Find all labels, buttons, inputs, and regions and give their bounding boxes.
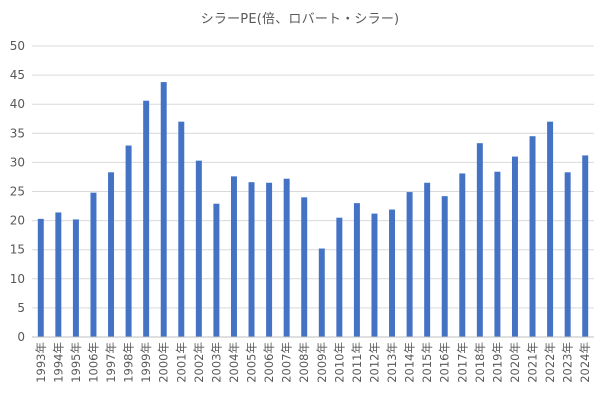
- y-tick-label: 35: [10, 126, 25, 140]
- bar: [529, 136, 536, 337]
- bar: [55, 212, 62, 337]
- x-tick-label: 1997年: [104, 342, 118, 383]
- x-tick-label: 1998年: [122, 342, 136, 383]
- bar: [371, 213, 378, 337]
- y-tick-label: 0: [17, 330, 25, 344]
- bar: [582, 155, 589, 337]
- bar: [195, 160, 202, 337]
- bar: [406, 192, 413, 337]
- x-tick-label: 2013年: [385, 342, 399, 383]
- x-tick-label: 2001年: [174, 342, 188, 383]
- bar: [389, 209, 396, 337]
- bar: [564, 172, 571, 337]
- bar: [108, 172, 115, 337]
- x-tick-label: 2002年: [192, 342, 206, 383]
- x-tick-label: 2012年: [367, 342, 381, 383]
- bar: [494, 171, 501, 337]
- y-tick-label: 15: [10, 243, 25, 257]
- bar: [511, 156, 518, 337]
- x-tick-label: 2015年: [420, 342, 434, 383]
- bar: [301, 197, 308, 337]
- x-tick-label: 2004年: [227, 342, 241, 383]
- y-tick-label: 45: [10, 68, 25, 82]
- bar: [178, 121, 185, 337]
- bar: [283, 178, 290, 337]
- x-tick-label: 2016年: [438, 342, 452, 383]
- x-tick-label: 2006年: [262, 342, 276, 383]
- y-tick-label: 25: [10, 185, 25, 199]
- bar: [547, 121, 554, 337]
- x-tick-label: 2005年: [245, 342, 259, 383]
- x-tick-label: 2021年: [526, 342, 540, 383]
- bar: [441, 196, 448, 337]
- bar: [424, 182, 431, 337]
- x-tick-label: 2023年: [561, 342, 575, 383]
- y-tick-label: 30: [10, 155, 25, 169]
- bar: [459, 173, 466, 337]
- x-tick-label: 2014年: [403, 342, 417, 383]
- bar: [213, 203, 220, 337]
- x-tick-label: 2007年: [280, 342, 294, 383]
- x-tick-label: 2008年: [297, 342, 311, 383]
- x-tick-label: 2009年: [315, 342, 329, 383]
- chart-title: シラーPE(倍、ロバート・シラー): [200, 12, 400, 27]
- x-tick-label: 2010年: [332, 342, 346, 383]
- x-tick-label: 1995年: [69, 342, 83, 383]
- x-tick-label: 1999年: [139, 342, 153, 383]
- bar: [336, 217, 343, 337]
- x-tick-label: 1994年: [51, 342, 65, 383]
- bar: [318, 248, 325, 337]
- bar: [143, 100, 150, 337]
- x-tick-label: 2018年: [473, 342, 487, 383]
- bar: [248, 182, 255, 337]
- x-tick-label: 2020年: [508, 342, 522, 383]
- bar: [125, 145, 132, 337]
- x-tick-label: 2017年: [455, 342, 469, 383]
- y-tick-label: 40: [10, 97, 25, 111]
- x-tick-label: 1006年: [86, 342, 100, 383]
- x-tick-label: 2022年: [543, 342, 557, 383]
- bar: [72, 219, 79, 337]
- x-tick-label: 2024年: [578, 342, 592, 383]
- y-tick-label: 10: [10, 272, 25, 286]
- bar: [230, 176, 237, 337]
- bar: [476, 143, 483, 337]
- bar: [37, 218, 44, 337]
- x-tick-label: 1993年: [34, 342, 48, 383]
- bar: [90, 192, 97, 337]
- x-tick-label: 2011年: [350, 342, 364, 383]
- x-tick-label: 2019年: [490, 342, 504, 383]
- x-tick-label: 2000年: [157, 342, 171, 383]
- y-tick-label: 50: [10, 39, 25, 53]
- y-tick-label: 20: [10, 214, 25, 228]
- x-tick-label: 2003年: [209, 342, 223, 383]
- bar: [160, 82, 167, 337]
- y-tick-label: 5: [17, 301, 25, 315]
- bar: [266, 182, 273, 337]
- bar: [353, 203, 360, 337]
